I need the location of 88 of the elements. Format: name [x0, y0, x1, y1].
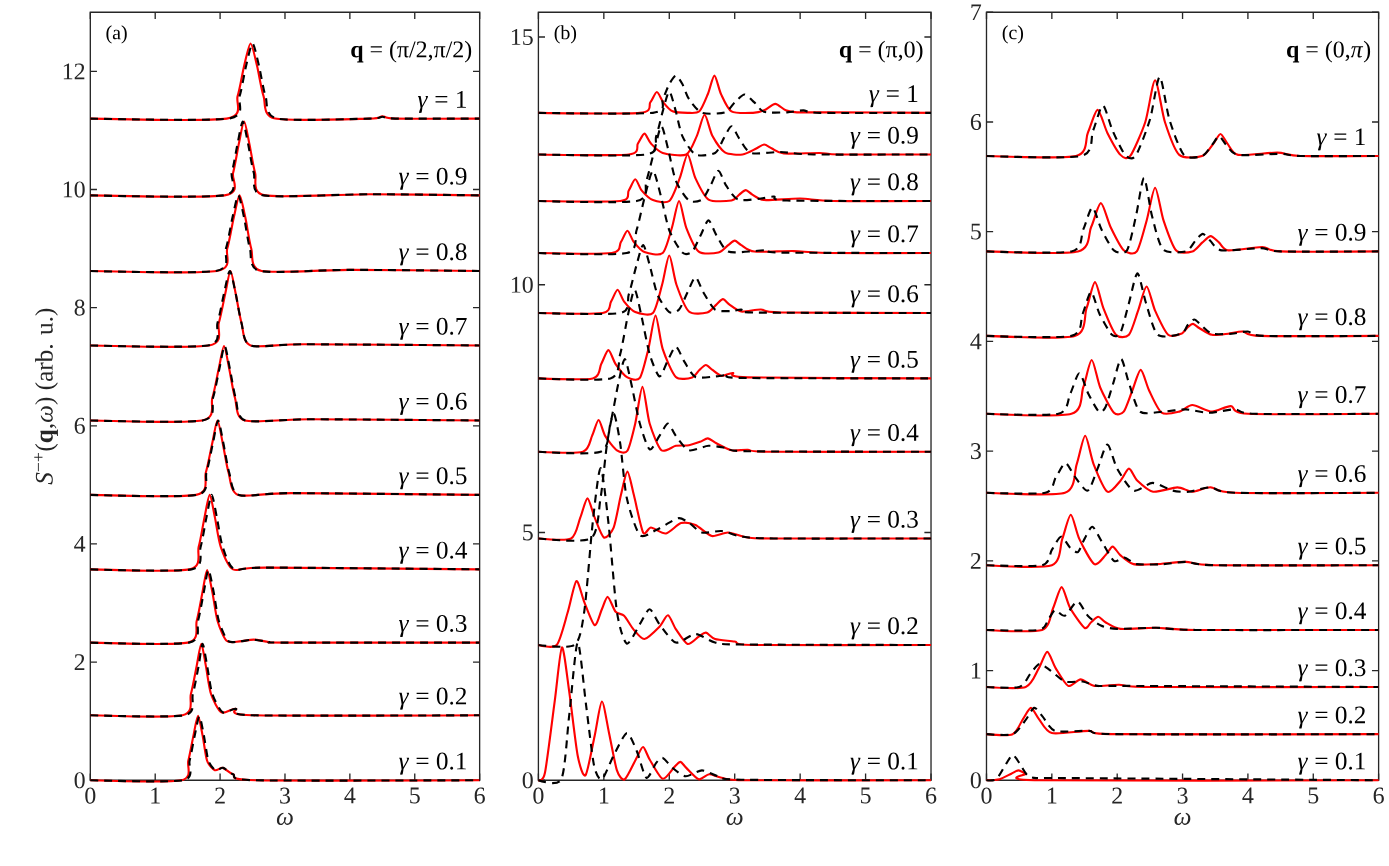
- x-tick-label: 4: [344, 787, 356, 804]
- annotation: γ = 0.9: [399, 167, 467, 191]
- y-tick-label: 7: [971, 4, 982, 21]
- annotation: γ = 0.9: [1297, 223, 1366, 247]
- annotation: γ = 0.6: [1297, 465, 1366, 488]
- line-series: [985, 600, 1380, 632]
- x-tick-label: 5: [410, 787, 420, 804]
- y-axis-title: S$^{−+}$(q,ω) (arb. u.): [34, 309, 58, 485]
- annotation: γ = 0.6: [399, 392, 467, 416]
- y-tick-label: 0: [970, 772, 981, 789]
- x-tick-label: 0: [85, 787, 96, 804]
- annotation: q = (π,0): [839, 40, 923, 63]
- annotation: γ = 0.8: [399, 243, 467, 266]
- annotation: γ = 1: [417, 91, 466, 114]
- y-tick-label: 10: [511, 276, 533, 294]
- y-tick-label: 3: [971, 443, 981, 460]
- line-series: [89, 345, 481, 423]
- y-tick-label: 6: [74, 417, 85, 435]
- y-tick-label: 0: [522, 772, 533, 789]
- x-tick-label: 4: [1242, 787, 1254, 804]
- annotation: γ = 0.1: [850, 752, 918, 775]
- y-tick-label: 5: [523, 524, 533, 541]
- x-tick-label: 6: [926, 787, 937, 804]
- annotation: (a): [106, 25, 127, 44]
- x-tick-label: 3: [1177, 787, 1188, 804]
- y-tick-label: 1: [971, 662, 981, 679]
- annotation: γ = 0.4: [399, 541, 468, 564]
- y-tick-label: 4: [970, 333, 982, 350]
- annotation: γ = 0.8: [1297, 308, 1366, 331]
- x-tick-label: 5: [861, 787, 871, 804]
- annotation: γ = 0.1: [1297, 752, 1365, 775]
- y-tick-label: 8: [74, 299, 85, 316]
- annotation: (c): [1002, 25, 1024, 44]
- x-tick-label: 2: [215, 787, 225, 804]
- annotation: γ = 0.3: [1297, 659, 1366, 682]
- annotation: γ = 0.6: [850, 285, 919, 308]
- annotation: γ = 0.7: [1297, 386, 1366, 409]
- annotation: γ = 0.5: [1297, 537, 1366, 560]
- x-tick-label: 1: [151, 787, 160, 804]
- x-axis-title: ω: [726, 813, 743, 826]
- annotation: γ = 0.8: [850, 173, 918, 196]
- annotation: γ = 0.1: [399, 752, 466, 775]
- y-tick-label: 5: [971, 223, 981, 240]
- line-series: [89, 120, 481, 198]
- annotation: γ = 0.4: [850, 424, 919, 447]
- y-tick-label: 2: [970, 553, 981, 569]
- annotation: γ = 0.2: [1297, 706, 1365, 729]
- line-series: [89, 642, 481, 718]
- x-tick-label: 6: [474, 787, 485, 804]
- x-tick-label: 4: [794, 787, 806, 804]
- annotation: γ = 0.5: [850, 350, 918, 374]
- annotation: γ = 1: [1316, 128, 1365, 151]
- x-tick-label: 6: [1373, 787, 1384, 804]
- y-tick-label: 4: [74, 536, 86, 553]
- x-tick-label: 5: [1308, 787, 1319, 804]
- x-tick-label: 1: [599, 787, 609, 804]
- line-series: [89, 194, 481, 274]
- annotation: (b): [554, 25, 577, 44]
- x-axis-title: ω: [1174, 813, 1191, 826]
- annotation: q = (0,π): [1287, 40, 1371, 63]
- annotation: γ = 0.9: [850, 126, 918, 150]
- annotation: γ = 0.7: [850, 225, 919, 248]
- y-tick-label: 10: [63, 181, 85, 198]
- annotation: γ = 0.3: [399, 615, 467, 638]
- line-series: [985, 525, 1380, 568]
- line-series: [89, 419, 481, 498]
- annotation: γ = 0.7: [399, 317, 467, 341]
- annotation: q = (π/2,π/2): [351, 40, 472, 63]
- x-tick-label: 2: [664, 787, 674, 804]
- line-series: [89, 494, 481, 572]
- x-tick-label: 0: [533, 787, 544, 804]
- annotation: γ = 0.3: [850, 510, 918, 534]
- x-tick-label: 3: [729, 787, 740, 804]
- annotation: γ = 0.5: [399, 467, 467, 490]
- annotation: γ = 0.2: [850, 617, 918, 640]
- y-tick-label: 6: [970, 114, 982, 131]
- x-tick-label: 3: [280, 787, 291, 804]
- y-tick-label: 15: [511, 29, 533, 46]
- y-tick-label: 2: [74, 654, 85, 671]
- annotation: γ = 0.4: [1297, 602, 1366, 625]
- line-series: [89, 715, 481, 783]
- annotation: γ = 0.2: [399, 687, 467, 710]
- x-tick-label: 1: [1047, 787, 1057, 804]
- x-axis-title: ω: [276, 813, 293, 826]
- y-tick-label: 12: [63, 63, 85, 80]
- x-tick-label: 2: [1112, 787, 1122, 804]
- y-tick-label: 0: [74, 772, 85, 789]
- annotation: γ = 1: [869, 85, 918, 108]
